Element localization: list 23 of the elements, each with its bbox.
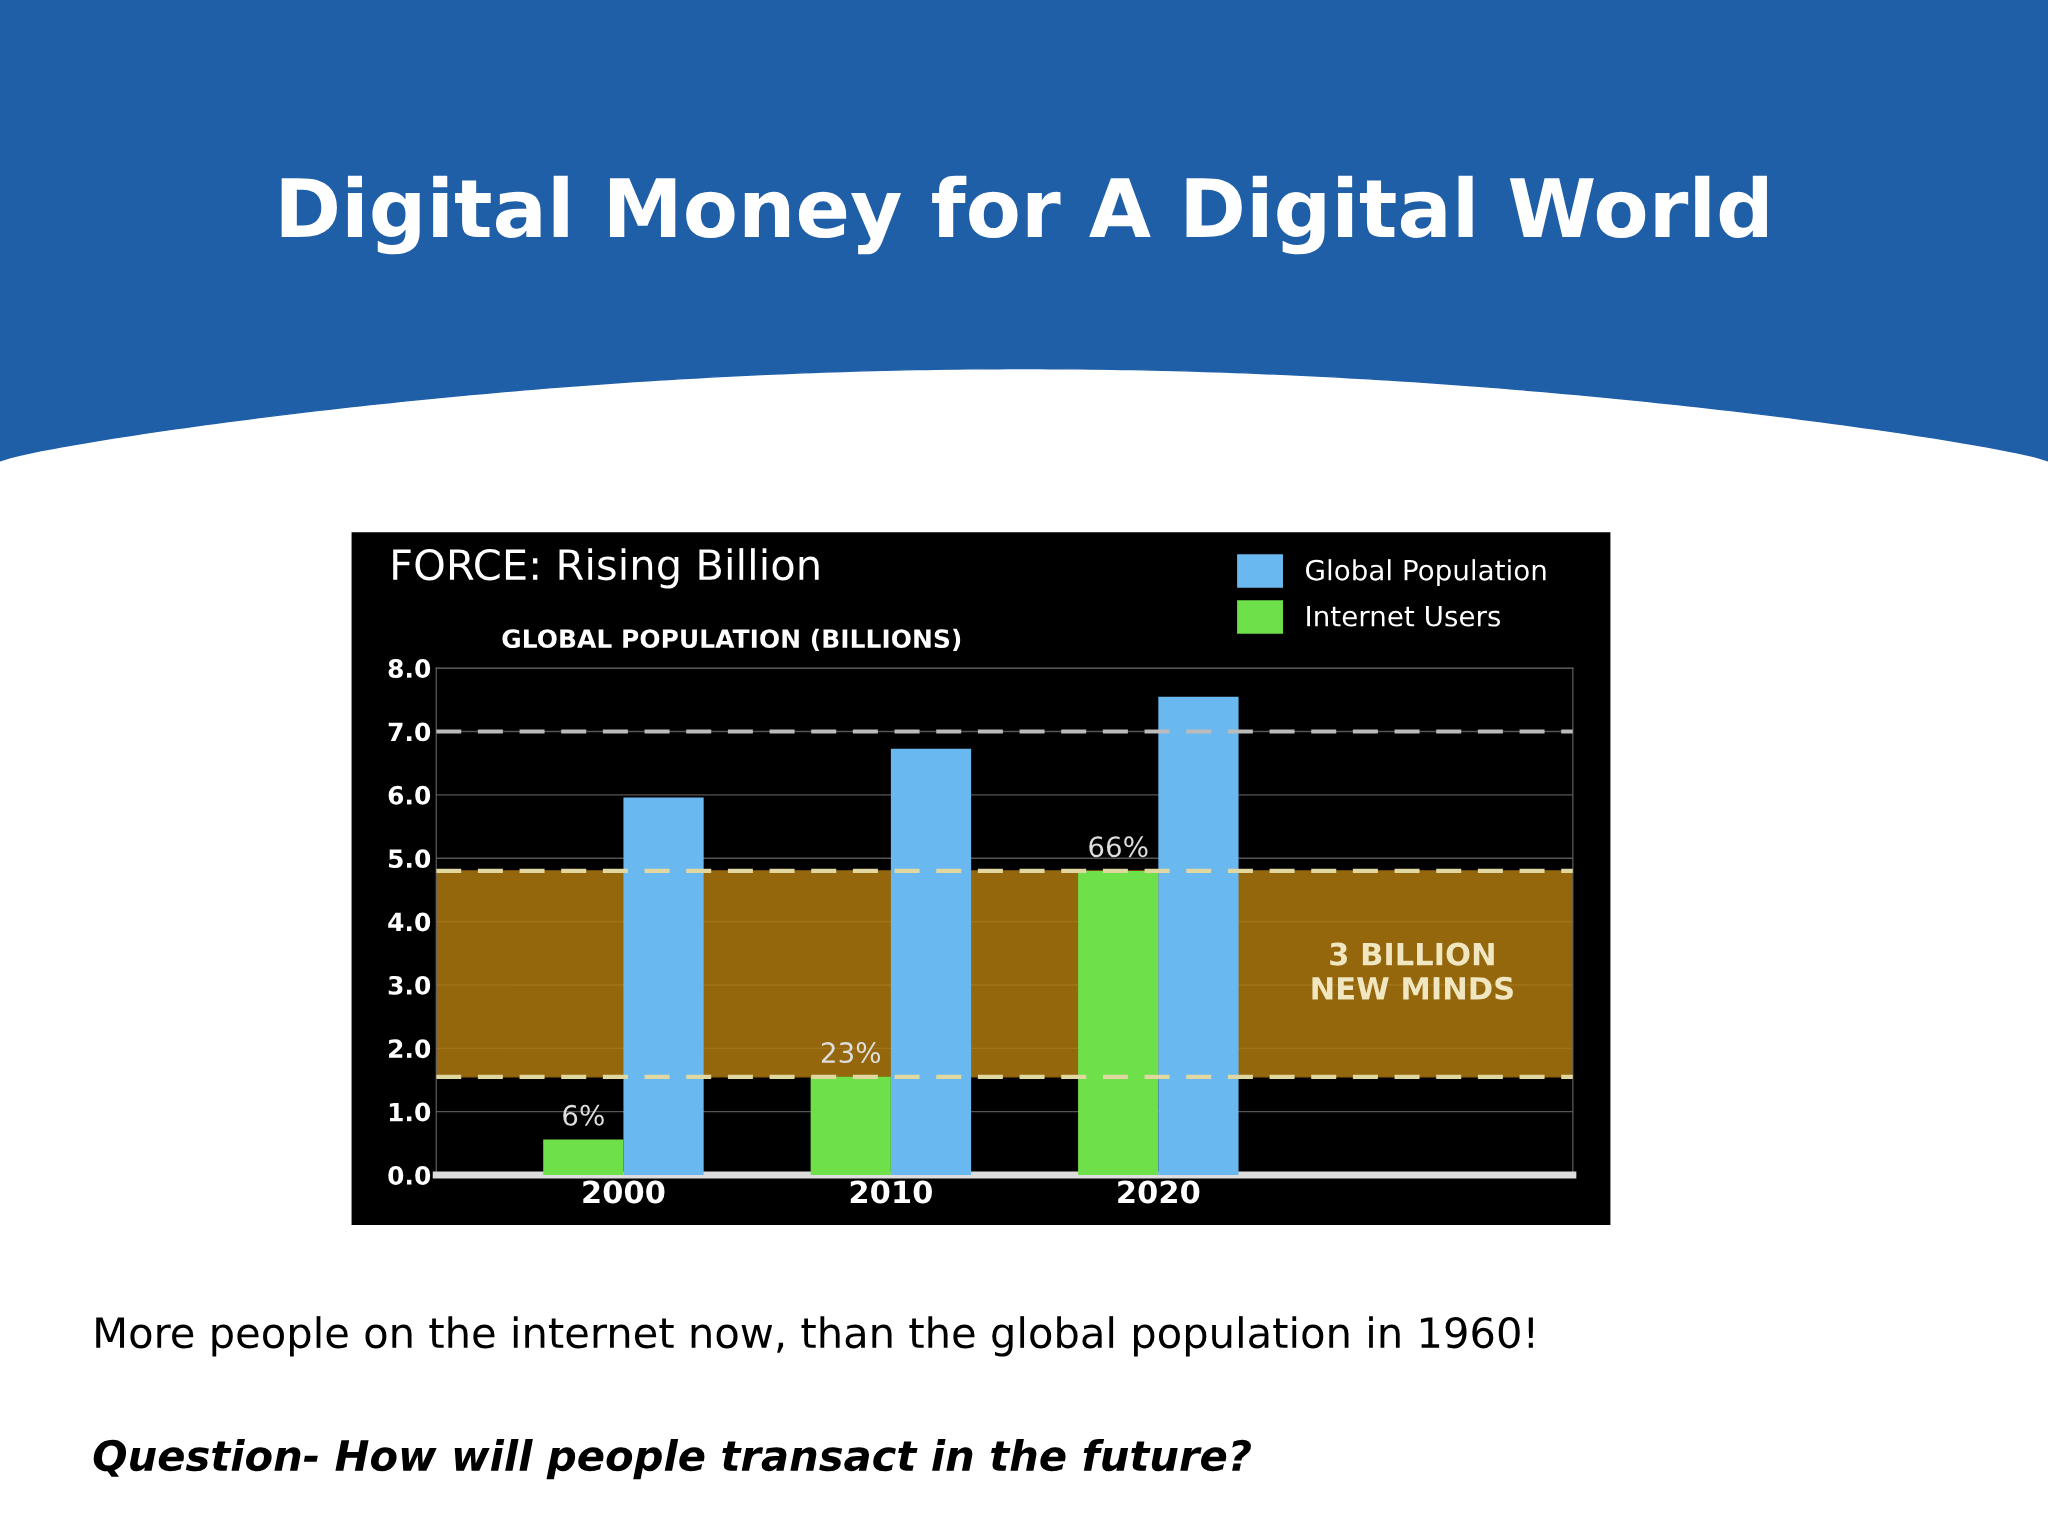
legend-label: Global Population	[1306, 559, 1546, 587]
y-tick-label: 6.0	[388, 785, 431, 805]
band-label: 3 BILLION NEW MINDS	[1312, 942, 1513, 1000]
x-tick-label: 2020	[1118, 1180, 1200, 1204]
x-tick-label: 2000	[583, 1180, 665, 1204]
y-tick-label: 7.0	[388, 722, 431, 742]
annotation: 23%	[821, 1042, 881, 1064]
text: Question- How will people transact in the future?	[93, 1439, 1251, 1480]
y-tick-label: 4.0	[388, 912, 431, 932]
y-tick-label: 0.0	[388, 1165, 431, 1185]
annotation: 66%	[1089, 836, 1148, 858]
y-tick-label: 2.0	[389, 1039, 431, 1059]
annotation: 6%	[563, 1104, 604, 1126]
y-tick-label: 5.0	[389, 849, 431, 869]
y-tick-label: 3.0	[388, 975, 431, 995]
y-axis-title: GLOBAL POPULATION (BILLIONS)	[502, 628, 961, 652]
chart-subtitle: FORCE: Rising Billion	[393, 548, 819, 589]
y-tick-label: 8.0	[388, 659, 431, 679]
legend-label: Internet Users	[1307, 605, 1501, 627]
chart-title: Digital Money for A Digital World	[281, 175, 1767, 255]
text: More people on the internet now, than the global population in 1960!	[96, 1316, 1533, 1357]
y-tick-label: 1.0	[389, 1102, 431, 1122]
x-tick-label: 2010	[850, 1180, 932, 1204]
